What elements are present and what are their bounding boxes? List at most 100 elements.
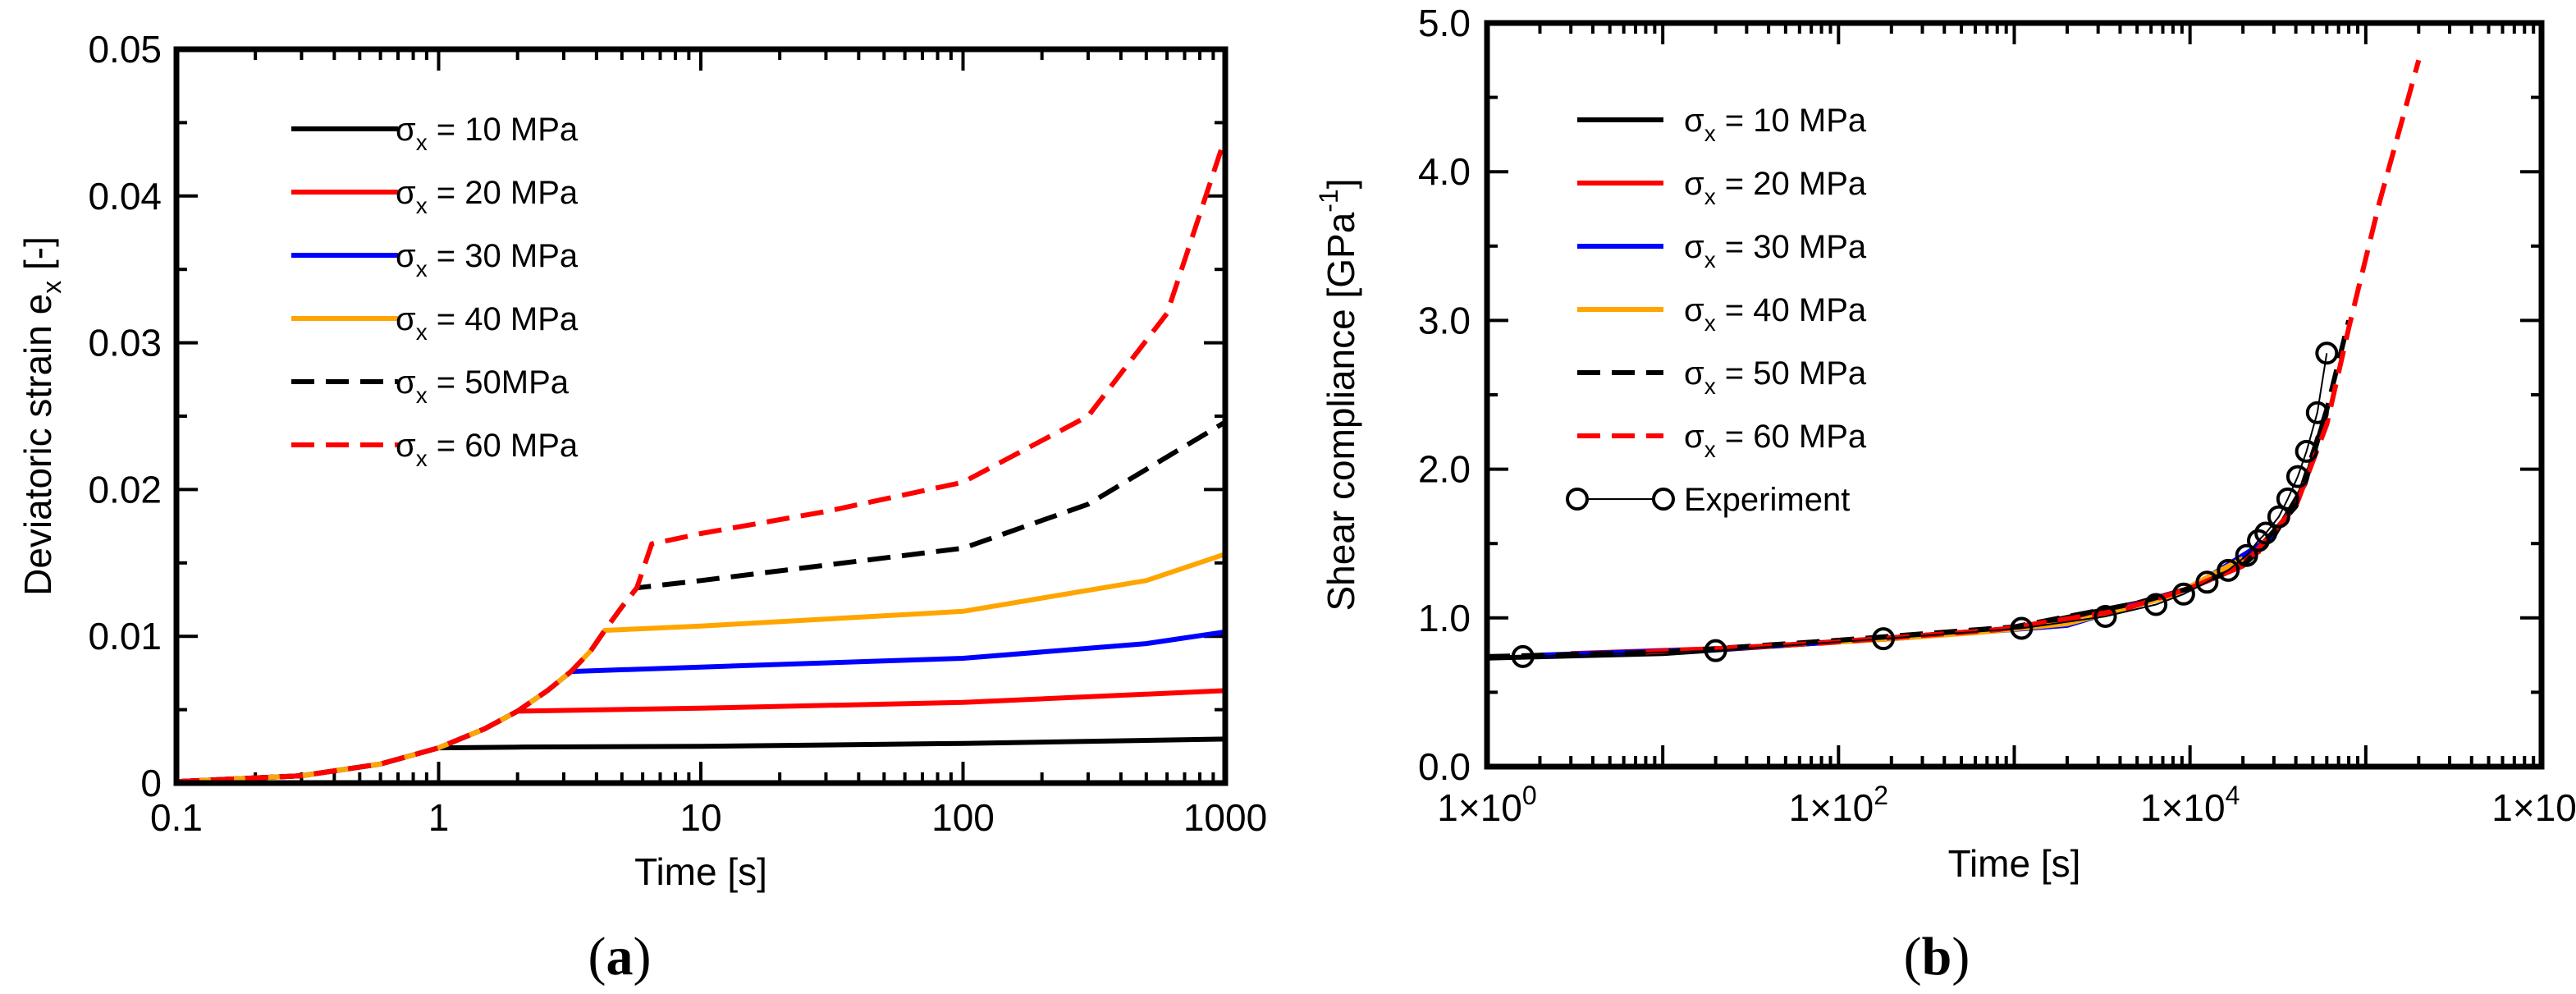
legend-label: σx = 40 MPa xyxy=(396,301,579,345)
data-point-experiment xyxy=(2276,487,2299,511)
legend-label-sub: x xyxy=(416,319,428,345)
y-axis-label-main: Deviatoric strain e xyxy=(16,294,59,596)
data-point-experiment xyxy=(2195,570,2219,594)
x-tick-mantissa: 1×10 xyxy=(2140,786,2226,829)
ticks xyxy=(175,48,1225,785)
data-point-experiment xyxy=(2144,593,2168,616)
legend-label-main: σ xyxy=(1684,103,1704,139)
y-tick-label: 0.01 xyxy=(88,615,162,657)
panel-a-chart: 0.1 1 10 100 1000 0 0.01 0.02 0.03 0.04 0.05 Time [… xyxy=(16,28,1267,987)
legend-label-main: σ xyxy=(1684,292,1704,328)
data-point-experiment xyxy=(2093,604,2117,628)
legend-label-sub: x xyxy=(416,193,428,218)
data-point-experiment xyxy=(2217,558,2240,582)
y-tick-label: 5.0 xyxy=(1418,2,1471,44)
data-point-experiment xyxy=(2235,543,2258,567)
x-tick-exponent: 2 xyxy=(1874,781,1888,810)
legend-label: σx = 50 MPa xyxy=(1684,355,1867,399)
legend-label-tail: = 60 MPa xyxy=(1716,419,1867,455)
y-tick-label: 0 xyxy=(140,762,162,804)
x-tick-label: 1 xyxy=(428,796,450,839)
legend-label-tail: = 10 MPa xyxy=(428,112,579,148)
y-tick-label: 3.0 xyxy=(1418,299,1471,341)
x-tick-label: 1×100 xyxy=(1437,781,1536,829)
legend-label-tail: = 30 MPa xyxy=(428,238,579,274)
data-point-experiment xyxy=(1872,627,1896,651)
data-point-experiment xyxy=(2285,465,2309,488)
x-tick-label: 1×104 xyxy=(2140,781,2240,829)
legend-label-sub: x xyxy=(416,446,428,471)
legend-label-sub: x xyxy=(1704,247,1716,273)
data-point-experiment xyxy=(2171,582,2195,606)
legend-label-main: σ xyxy=(396,112,416,148)
data-point-experiment xyxy=(2295,439,2318,463)
legend-label-main: σ xyxy=(396,175,416,211)
data-point-experiment xyxy=(2010,616,2034,640)
y-tick-label: 0.02 xyxy=(88,468,162,511)
panel-label-close: ) xyxy=(634,927,652,987)
legend-label-main: σ xyxy=(396,301,416,337)
legend-label: σx = 60 MPa xyxy=(396,428,579,471)
data-point-experiment xyxy=(1511,644,1535,668)
legend-label-main: σ xyxy=(396,428,416,464)
legend-label-sub: x xyxy=(1704,184,1716,209)
legend-label: σx = 30 MPa xyxy=(396,238,579,282)
plot-frame xyxy=(173,46,1229,786)
legend-label: σx = 50MPa xyxy=(396,364,570,408)
legend-label: σx = 20 MPa xyxy=(396,175,579,218)
x-tick-label: 1×106 xyxy=(2491,781,2576,829)
legend-label: σx = 60 MPa xyxy=(1684,419,1867,462)
data-point-experiment xyxy=(2315,341,2339,365)
data-point-experiment xyxy=(2267,505,2290,529)
plot-frame xyxy=(1484,20,2545,770)
legend-swatch-marker xyxy=(1652,488,1675,511)
x-tick-mantissa: 1×10 xyxy=(1437,786,1522,829)
plot-area xyxy=(176,136,1225,783)
legend-label-tail: = 20 MPa xyxy=(1716,166,1867,202)
legend-swatch-marker xyxy=(1566,488,1589,511)
legend-label: σx = 30 MPa xyxy=(1684,229,1867,273)
data-point-experiment xyxy=(1704,639,1727,662)
x-axis-label: Time [s] xyxy=(1948,842,2081,885)
panel-label-close: ) xyxy=(1951,927,1970,987)
data-point-experiment xyxy=(2254,521,2278,545)
legend-label-tail: = 40 MPa xyxy=(1716,292,1867,328)
panel-label-letter: b xyxy=(1922,927,1952,987)
y-tick-label: 0.0 xyxy=(1418,745,1471,788)
legend-label-tail: = 10 MPa xyxy=(1716,103,1867,139)
plot-area xyxy=(1487,59,2422,668)
x-tick-mantissa: 1×10 xyxy=(2491,786,2576,829)
panel-label: (b) xyxy=(1904,927,1970,987)
y-axis-label-sup: -1 xyxy=(1314,189,1343,212)
legend-label-main: σ xyxy=(396,238,416,274)
legend-label-sub: x xyxy=(416,130,428,155)
y-axis-label-main: Shear compliance [GPa xyxy=(1320,212,1362,611)
legend-label-tail: = 40 MPa xyxy=(428,301,579,337)
x-tick-label: 0.1 xyxy=(150,796,203,839)
y-tick-label: 0.05 xyxy=(88,28,162,71)
x-tick-exponent: 0 xyxy=(1522,781,1537,810)
y-tick-label: 2.0 xyxy=(1418,448,1471,491)
legend-label-main: σ xyxy=(1684,166,1704,202)
series-line-experiment xyxy=(1522,353,2328,657)
legend-label-main: σ xyxy=(396,364,416,401)
legend-label: σx = 20 MPa xyxy=(1684,166,1867,209)
legend-label-sub: x xyxy=(416,256,428,282)
x-tick-mantissa: 1×10 xyxy=(1789,786,1874,829)
x-tick-exponent: 4 xyxy=(2226,781,2240,810)
panel-label: (a) xyxy=(588,927,652,987)
series-line-4 xyxy=(176,419,1225,783)
y-axis-label: Deviatoric strain ex [-] xyxy=(16,236,66,596)
legend-label: Experiment xyxy=(1684,482,1850,518)
x-axis-label: Time [s] xyxy=(634,850,767,893)
legend-label-tail: = 50MPa xyxy=(428,364,570,401)
legend-label-tail: = 50 MPa xyxy=(1716,355,1867,392)
legend-label-main: Experiment xyxy=(1684,482,1850,518)
panel-b-chart: 1×1001×1021×1041×1060.01.02.03.04.05.0Ti… xyxy=(1314,2,2576,987)
x-tick-label: 1×102 xyxy=(1789,781,1888,829)
y-axis-label-sub: x xyxy=(37,281,66,294)
legend-label-tail: = 60 MPa xyxy=(428,428,579,464)
